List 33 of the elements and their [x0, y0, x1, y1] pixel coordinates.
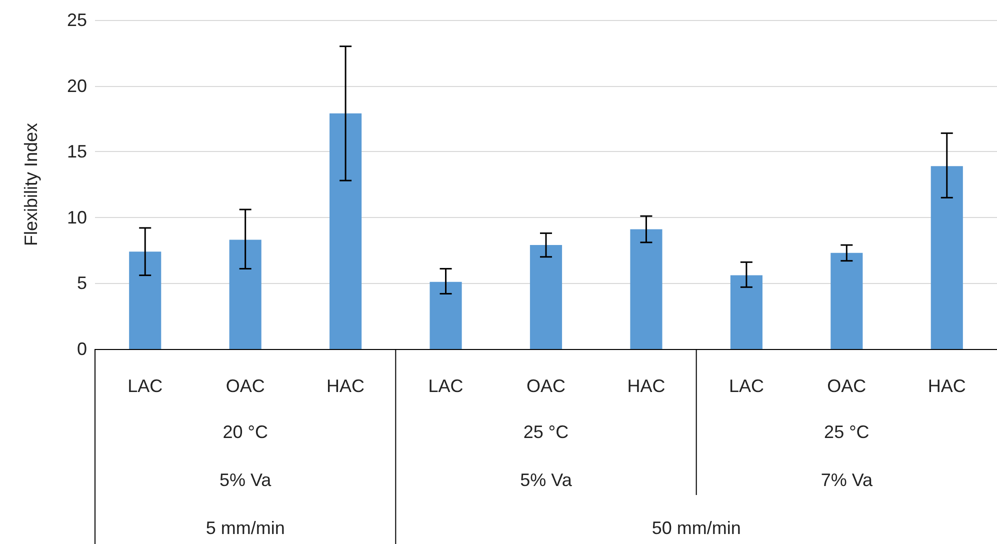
text: 20 °C	[222, 422, 268, 442]
x-tick-label: LAC	[128, 376, 163, 396]
x-tick-label: HAC	[326, 376, 365, 396]
x-tick-label: OAC	[226, 376, 265, 396]
bar	[530, 245, 562, 349]
text: 25 °C	[523, 422, 569, 442]
bar	[229, 240, 262, 349]
text: 7% Va	[820, 470, 874, 490]
y-tick-label: 5	[76, 273, 87, 294]
x-tick-label: OAC	[526, 376, 566, 396]
y-tick-label: 10	[66, 207, 87, 228]
y-tick-label: 0	[76, 339, 87, 359]
bar	[430, 282, 462, 349]
bar	[930, 166, 963, 349]
bar	[630, 229, 662, 349]
bar	[730, 275, 762, 349]
text: 5% Va	[520, 470, 573, 490]
text: 5% Va	[219, 470, 272, 490]
x-tick-label: LAC	[728, 376, 764, 396]
bar	[129, 252, 162, 349]
x-tick-label: LAC	[428, 376, 464, 396]
y-tick-label: 15	[66, 142, 87, 162]
y-tick-label: 25	[66, 10, 87, 30]
text: 5 mm/min	[206, 518, 285, 538]
bar	[330, 113, 362, 349]
bar	[830, 252, 863, 349]
x-tick-label: HAC	[627, 376, 666, 396]
text: 50 mm/min	[652, 518, 741, 538]
y-tick-label: 20	[66, 76, 87, 96]
y-axis-title: Flexibility Index	[21, 122, 41, 246]
text: 25 °C	[824, 422, 870, 442]
x-tick-label: OAC	[827, 376, 866, 396]
x-tick-label: HAC	[928, 376, 966, 396]
